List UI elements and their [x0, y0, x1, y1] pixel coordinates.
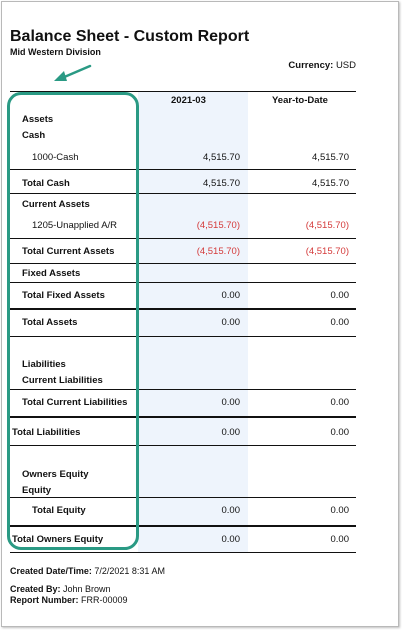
row-divider: [10, 169, 356, 170]
section-label: Current Assets: [22, 199, 90, 210]
footer-label: Report Number:: [10, 595, 79, 605]
row-label: 1205-Unapplied A/R: [32, 220, 118, 231]
currency-value: USD: [335, 60, 356, 71]
annotation-arrow-icon: [54, 64, 92, 81]
row-label: Total Owners Equity: [12, 534, 104, 545]
period-value: 0.00: [221, 317, 241, 328]
row-divider: [10, 336, 356, 337]
row-divider: [10, 497, 356, 498]
row-label: Total Equity: [32, 505, 86, 516]
column-header-ytd: Year-to-Date: [272, 95, 328, 106]
period-value: 4,515.70: [203, 152, 240, 163]
section-label: Fixed Assets: [22, 268, 81, 279]
ytd-value: (4,515.70): [305, 246, 349, 257]
row-divider: [10, 308, 356, 310]
row-divider: [10, 193, 356, 194]
ytd-value: 0.00: [330, 290, 350, 301]
row-divider: [10, 263, 356, 264]
section-label: Current Liabilities: [22, 375, 103, 386]
section-label: Cash: [22, 130, 46, 141]
period-value: (4,515.70): [196, 246, 240, 257]
division-name: Mid Western Division: [10, 47, 101, 57]
footer-value: FRR-00009: [81, 595, 128, 605]
currency-label: Currency:: [288, 60, 334, 71]
footer-value: 7/2/2021 8:31 AM: [94, 566, 165, 576]
section-label: Equity: [22, 485, 52, 496]
row-divider: [10, 238, 356, 239]
row-label: 1000-Cash: [32, 152, 79, 163]
period-value: 0.00: [221, 397, 241, 408]
row-divider: [10, 282, 356, 283]
ytd-value: (4,515.70): [305, 220, 349, 231]
row-divider: [10, 389, 356, 390]
table-bottom-rule: [10, 552, 356, 553]
ytd-value: 4,515.70: [312, 178, 349, 189]
footer-value: John Brown: [63, 584, 111, 594]
ytd-value: 0.00: [330, 427, 350, 438]
section-label: Liabilities: [22, 359, 66, 370]
period-value: 0.00: [221, 505, 241, 516]
ytd-value: 0.00: [330, 397, 350, 408]
period-column-shade: [138, 92, 248, 552]
created-datetime: Created Date/Time: 7/2/2021 8:31 AM: [10, 566, 165, 576]
period-value: 0.00: [221, 290, 241, 301]
created-by: Created By: John Brown: [10, 584, 111, 594]
row-divider: [10, 445, 356, 446]
row-divider: [10, 416, 356, 418]
row-label: Total Cash: [22, 178, 70, 189]
row-label: Total Current Assets: [22, 246, 115, 257]
row-label: Total Fixed Assets: [22, 290, 105, 301]
section-label: Assets: [22, 114, 54, 125]
report-number: Report Number: FRR-00009: [10, 595, 128, 605]
column-header-period: 2021-03: [171, 95, 206, 106]
row-divider: [10, 525, 356, 527]
period-value: 0.00: [221, 534, 241, 545]
header-top-rule: [10, 91, 356, 92]
label-column-highlight: [7, 92, 139, 550]
row-label: Total Current Liabilities: [22, 397, 128, 408]
footer-label: Created By:: [10, 584, 61, 594]
period-value: 4,515.70: [203, 178, 240, 189]
ytd-value: 4,515.70: [312, 152, 349, 163]
ytd-value: 0.00: [330, 534, 350, 545]
ytd-value: 0.00: [330, 505, 350, 516]
ytd-value: 0.00: [330, 317, 350, 328]
row-label: Total Assets: [22, 317, 78, 328]
section-label: Owners Equity: [22, 469, 89, 480]
report-title: Balance Sheet - Custom Report: [10, 28, 250, 45]
currency-indicator: Currency: USD: [288, 60, 356, 71]
row-label: Total Liabilities: [12, 427, 81, 438]
footer-label: Created Date/Time:: [10, 566, 92, 576]
period-value: (4,515.70): [196, 220, 240, 231]
period-value: 0.00: [221, 427, 241, 438]
